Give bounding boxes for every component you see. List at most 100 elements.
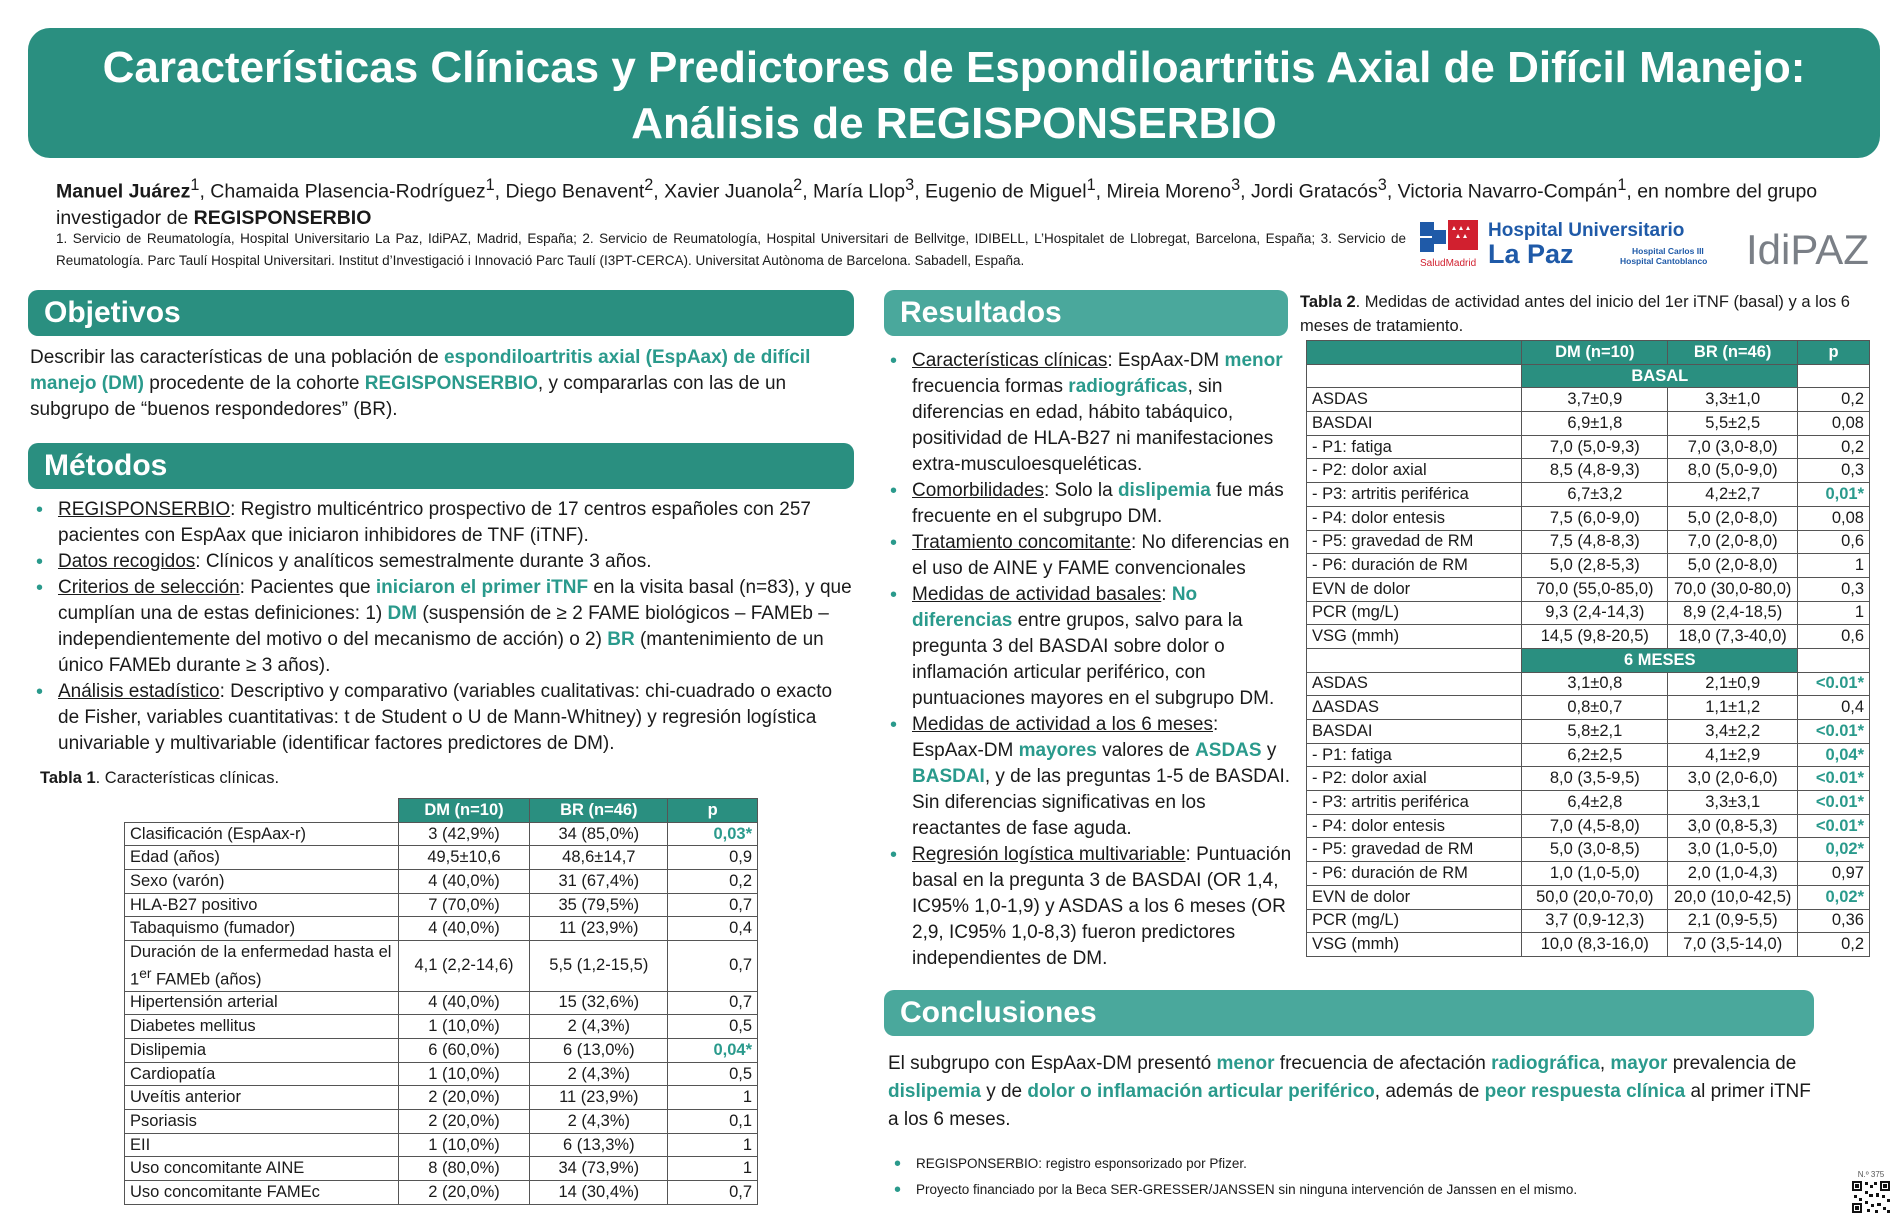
- label: Tratamiento concomitante: [912, 532, 1131, 553]
- p-value: 0,7: [667, 892, 758, 918]
- p-value: 0,3: [1797, 576, 1870, 602]
- row-label: Edad (años): [124, 845, 399, 871]
- hospital-logo: SaludMadrid Hospital Universitario La Pa…: [1418, 216, 1718, 272]
- blank-cell: [1305, 647, 1523, 673]
- value-cell: 14,5 (9,8-20,5): [1521, 624, 1669, 649]
- p-value: 1: [667, 1085, 758, 1111]
- row-label: - P2: dolor axial: [1305, 766, 1523, 792]
- table-row: ΔASDAS 0,8±0,7 1,1±1,2 0,4: [1305, 695, 1870, 720]
- idipaz-text: IdiPAZ: [1746, 226, 1869, 273]
- text: al primer iTNF a los 6 meses.: [888, 1081, 1811, 1130]
- row-label: ΔASDAS: [1305, 695, 1523, 720]
- table-row: Hipertensión arterial 4 (40,0%) 15 (32,6%)…: [124, 990, 758, 1016]
- value-cell: 4,1 (2,2-14,6): [397, 940, 531, 992]
- row-label: Uso concomitante FAMEc: [124, 1180, 399, 1205]
- value-cell: 3,3±3,1: [1667, 790, 1799, 815]
- value-cell: 49,5±10,6: [397, 845, 531, 871]
- highlight: No diferencias: [912, 584, 1198, 631]
- value-cell: 34 (73,9%): [529, 1156, 669, 1182]
- authors: Manuel Juárez1, Chamaida Plasencia-Rodrí…: [56, 176, 1818, 229]
- text: fue más frecuente en el subgrupo DM.: [912, 480, 1284, 527]
- highlight: iniciaron el primer iTNF: [375, 577, 589, 598]
- p-value: <0.01*: [1797, 790, 1870, 815]
- table-row: EVN de dolor 70,0 (55,0-85,0) 70,0 (30,0-8…: [1305, 576, 1870, 602]
- row-label: ASDAS: [1305, 387, 1523, 413]
- value-cell: 35 (79,5%): [529, 892, 669, 918]
- table-row: - P6: duración de RM 5,0 (2,8-5,3) 5,0 (2,…: [1305, 553, 1870, 578]
- table-header-cell: DM (n=10): [1521, 340, 1669, 365]
- value-cell: 2 (20,0%): [397, 1109, 531, 1134]
- p-value: 0,1: [667, 1109, 758, 1134]
- row-label: - P5: gravedad de RM: [1305, 837, 1523, 863]
- table-row: Psoriasis 2 (20,0%) 2 (4,3%) 0,1: [124, 1109, 758, 1134]
- highlight: dislipemia: [888, 1081, 981, 1102]
- table-row: - P5: gravedad de RM 7,5 (4,8-8,3) 7,0 (2,…: [1305, 529, 1870, 555]
- row-label: Sexo (varón): [124, 869, 399, 894]
- value-cell: 20,0 (10,0-42,5): [1667, 884, 1799, 910]
- table-row: Cardiopatía 1 (10,0%) 2 (4,3%) 0,5: [124, 1061, 758, 1087]
- p-value: 0,9: [667, 845, 758, 871]
- row-label: Uso concomitante AINE: [124, 1156, 399, 1182]
- row-label: - P1: fatiga: [1305, 434, 1523, 460]
- p-value: 1: [1797, 553, 1870, 578]
- row-label: ASDAS: [1305, 671, 1523, 697]
- value-cell: 0,8±0,7: [1521, 695, 1669, 720]
- text: frecuencia formas: [912, 376, 1069, 397]
- p-value: 0,04*: [1797, 742, 1870, 768]
- label: Regresión logística multivariable: [912, 844, 1186, 865]
- value-cell: 3,0 (2,0-6,0): [1667, 766, 1799, 792]
- value-cell: 6 (13,3%): [529, 1132, 669, 1158]
- p-value: <0.01*: [1797, 813, 1870, 839]
- value-cell: 8,0 (3,5-9,5): [1521, 766, 1669, 792]
- text: : Clínicos y analíticos semestralmente d…: [195, 551, 652, 572]
- table-header-cell: BR (n=46): [529, 798, 669, 823]
- highlight: menor: [1224, 350, 1283, 371]
- highlight: dislipemia: [1117, 480, 1211, 501]
- value-cell: 5,5±2,5: [1667, 411, 1799, 436]
- value-cell: 5,0 (3,0-8,5): [1521, 837, 1669, 863]
- poster-number: N.º 375: [1857, 1170, 1885, 1179]
- table-header-cell: DM (n=10): [397, 798, 531, 823]
- value-cell: 3,1±0,8: [1521, 671, 1669, 697]
- p-value: 1: [667, 1156, 758, 1182]
- text: y de: [980, 1081, 1028, 1102]
- title-line-2: Análisis de REGISPONSERBIO: [631, 99, 1277, 148]
- author-text: , Diego Benavent: [494, 180, 645, 203]
- value-cell: 70,0 (30,0-80,0): [1667, 576, 1799, 602]
- row-label: VSG (mmh): [1305, 932, 1523, 957]
- title-line-1: Características Clínicas y Predictores d…: [102, 43, 1806, 92]
- hospital-name-line2: La Paz: [1488, 239, 1574, 269]
- highlight: mayor: [1610, 1053, 1668, 1074]
- row-label: Diabetes mellitus: [124, 1014, 399, 1039]
- row-label: - P4: dolor entesis: [1305, 505, 1523, 531]
- caption-bold: Tabla 1: [40, 769, 96, 787]
- p-value: 0,6: [1797, 624, 1870, 649]
- resultados-item: Medidas de actividad a los 6 meses: EspA…: [884, 712, 1294, 842]
- value-cell: 3,3±1,0: [1667, 387, 1799, 413]
- value-cell: 14 (30,4%): [529, 1180, 669, 1205]
- p-value: 0,2: [1797, 932, 1870, 957]
- resultados-item: Tratamiento concomitante: No diferencias…: [884, 530, 1294, 582]
- p-value: 0,2: [1797, 434, 1870, 460]
- value-cell: 5,0 (2,0-8,0): [1667, 505, 1799, 531]
- madrid-cross-icon: [1420, 220, 1478, 252]
- value-cell: 8,9 (2,4-18,5): [1667, 600, 1799, 626]
- tabla2: DM (n=10) BR (n=46) p BASAL ASDAS 3,7±0,9 3…: [1305, 340, 1870, 957]
- value-cell: 8 (80,0%): [397, 1156, 531, 1182]
- table-row: Dislipemia 6 (60,0%) 6 (13,0%) 0,04*: [124, 1038, 758, 1063]
- value-cell: 3,0 (1,0-5,0): [1667, 837, 1799, 863]
- blank-cell: [1797, 647, 1870, 673]
- qr-icon: [1850, 1179, 1892, 1215]
- value-cell: 2 (4,3%): [529, 1109, 669, 1134]
- table-row: Duración de la enfermedad hasta el 1er F…: [124, 940, 758, 992]
- value-cell: 6,7±3,2: [1521, 482, 1669, 507]
- table-row: VSG (mmh) 10,0 (8,3-16,0) 7,0 (3,5-14,0) 0,…: [1305, 932, 1870, 957]
- value-cell: 8,0 (5,0-9,0): [1667, 458, 1799, 484]
- text: : No diferencias en el uso de AINE y FAM…: [912, 532, 1290, 579]
- value-cell: 7,0 (2,0-8,0): [1667, 529, 1799, 555]
- table-row: Edad (años) 49,5±10,6 48,6±14,7 0,9: [124, 845, 758, 871]
- value-cell: 4 (40,0%): [397, 990, 531, 1016]
- highlight: radiográfica: [1491, 1053, 1600, 1074]
- p-value: 0,97: [1797, 861, 1870, 886]
- text: : Pacientes que: [239, 577, 376, 598]
